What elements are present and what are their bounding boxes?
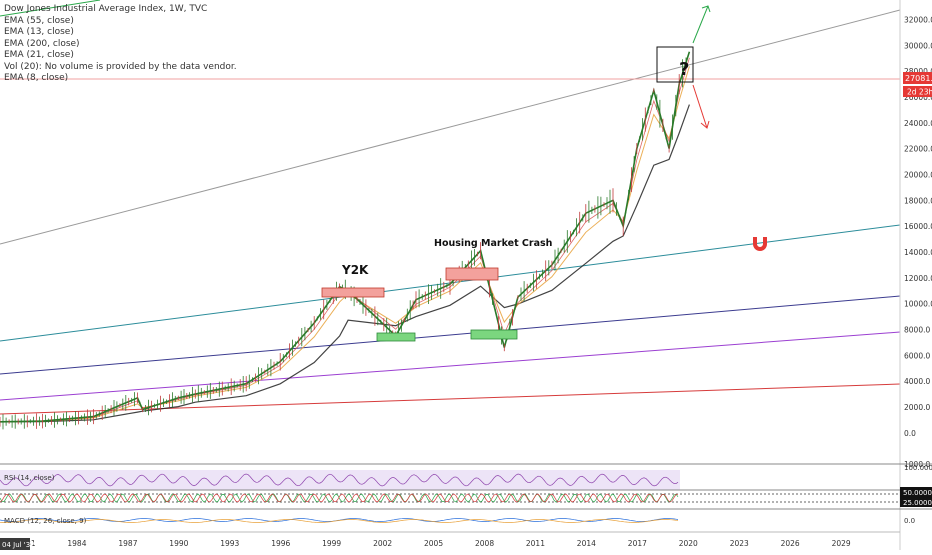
chart-legend[interactable]: Dow Jones Industrial Average Index, 1W, …	[4, 4, 237, 85]
trend-line-navy[interactable]	[0, 295, 901, 375]
up-arrow-head[interactable]	[701, 5, 711, 13]
y-tick-label: 28000.0	[904, 67, 932, 76]
down-arrow[interactable]	[692, 84, 708, 129]
x-tick-label: 2002	[373, 539, 392, 548]
x-tick-label: 1993	[220, 539, 239, 548]
question-box[interactable]	[656, 46, 694, 83]
y-tick-label: 2000.0	[904, 403, 930, 412]
stoch-d-line	[0, 493, 679, 503]
y-tick-label: 22000.0	[904, 145, 932, 154]
stoch-tick-b: 25.0000	[903, 499, 932, 507]
y-tick-label: 26000.0	[904, 93, 932, 102]
rsi-band	[0, 470, 680, 490]
y-tick-label: 14000.0	[904, 248, 932, 257]
x-tick-label: 2005	[424, 539, 443, 548]
y-tick-label: 20000.0	[904, 171, 932, 180]
trend-line-green-top[interactable]	[0, 0, 101, 17]
x-tick-label: 2020	[679, 539, 698, 548]
crosshair-date-badge: 04 Jul '32	[0, 538, 35, 550]
study-ema-200[interactable]: EMA (200, close)	[4, 38, 80, 49]
y-tick-label: 24000.0	[904, 119, 932, 128]
y-tick-label: 16000.0	[904, 222, 932, 231]
x-tick-label: 1999	[322, 539, 341, 548]
macd-signal-line	[0, 519, 679, 523]
last-price-value: 27081.4	[905, 74, 932, 83]
study-ema-13[interactable]: EMA (13, close)	[4, 27, 74, 37]
stoch-tick-a-bg	[900, 487, 932, 497]
macd-tick: 0.0	[904, 517, 915, 525]
annotation-boxes[interactable]	[321, 5, 711, 342]
rsi-line	[0, 473, 679, 487]
y-tick-label: 30000.0	[904, 41, 932, 50]
y-tick-label: 4000.0	[904, 377, 930, 386]
last-price-tag: 27081.4 2d 23h	[903, 72, 932, 97]
trend-line-red[interactable]	[0, 383, 901, 415]
x-tick-label: 1996	[271, 539, 290, 548]
housing-crash-label[interactable]: Housing Market Crash	[434, 238, 553, 249]
x-tick-label: 2023	[730, 539, 749, 548]
x-tick-label: 2017	[628, 539, 647, 548]
y-tick-label: 18000.0	[904, 196, 932, 205]
x-tick-label: 2029	[832, 539, 851, 548]
x-tick-label: 1990	[169, 539, 188, 548]
macd-label[interactable]: MACD (12, 26, close, 9)	[4, 517, 87, 525]
trend-line-gray[interactable]	[0, 9, 901, 245]
y-tick-label: 12000.0	[904, 274, 932, 283]
bar-countdown: 2d 23h	[907, 88, 932, 97]
down-arrow-head[interactable]	[700, 120, 710, 129]
x-tick-label: 2026	[781, 539, 800, 548]
crosshair-date: 04 Jul '32	[2, 541, 35, 549]
x-tick-label: 2014	[577, 539, 596, 548]
stoch-tick-b-bg	[900, 497, 932, 507]
price-series	[0, 51, 691, 430]
y-tick-label: 32000.0	[904, 16, 932, 25]
y-tick-label: 8000.0	[904, 325, 930, 334]
symbol-title[interactable]: Dow Jones Industrial Average Index, 1W, …	[4, 4, 208, 14]
housing-top-box[interactable]	[445, 267, 499, 281]
rsi-tick: 100.0000	[904, 464, 932, 472]
y-tick-label: 6000.0	[904, 351, 930, 360]
time-axis[interactable]: 1981198419871990199319961999200220052008…	[0, 531, 900, 548]
housing-bottom-box[interactable]	[470, 329, 518, 340]
y2k-bottom-box[interactable]	[376, 332, 416, 342]
study-ema-21[interactable]: EMA (21, close)	[4, 50, 74, 60]
x-tick-label: 1987	[118, 539, 137, 548]
trend-line-purple[interactable]	[0, 331, 901, 401]
up-arrow[interactable]	[692, 5, 709, 44]
ema-200-line	[0, 104, 690, 423]
x-tick-label: 1984	[67, 539, 86, 548]
study-volume[interactable]: Vol (20): No volume is provided by the d…	[4, 61, 237, 72]
question-mark[interactable]: ?	[679, 59, 689, 80]
x-tick-label: 2011	[526, 539, 545, 548]
magnet-icon[interactable]	[753, 237, 767, 251]
y-tick-label: 10000.0	[904, 300, 932, 309]
x-tick-label: 2008	[475, 539, 494, 548]
study-ema-55[interactable]: EMA (55, close)	[4, 15, 74, 26]
stoch-tick-a: 50.0000	[903, 489, 932, 497]
rsi-label[interactable]: RSI (14, close)	[4, 474, 55, 482]
study-ema-8[interactable]: EMA (8, close)	[4, 73, 69, 83]
y2k-label[interactable]: Y2K	[341, 263, 369, 277]
indicator-panes[interactable]: RSI (14, close) 100.0000 50.0000 25.0000 MAC…	[0, 463, 932, 525]
y2k-top-box[interactable]	[321, 287, 385, 298]
y-tick-label: 0.0	[904, 429, 916, 438]
